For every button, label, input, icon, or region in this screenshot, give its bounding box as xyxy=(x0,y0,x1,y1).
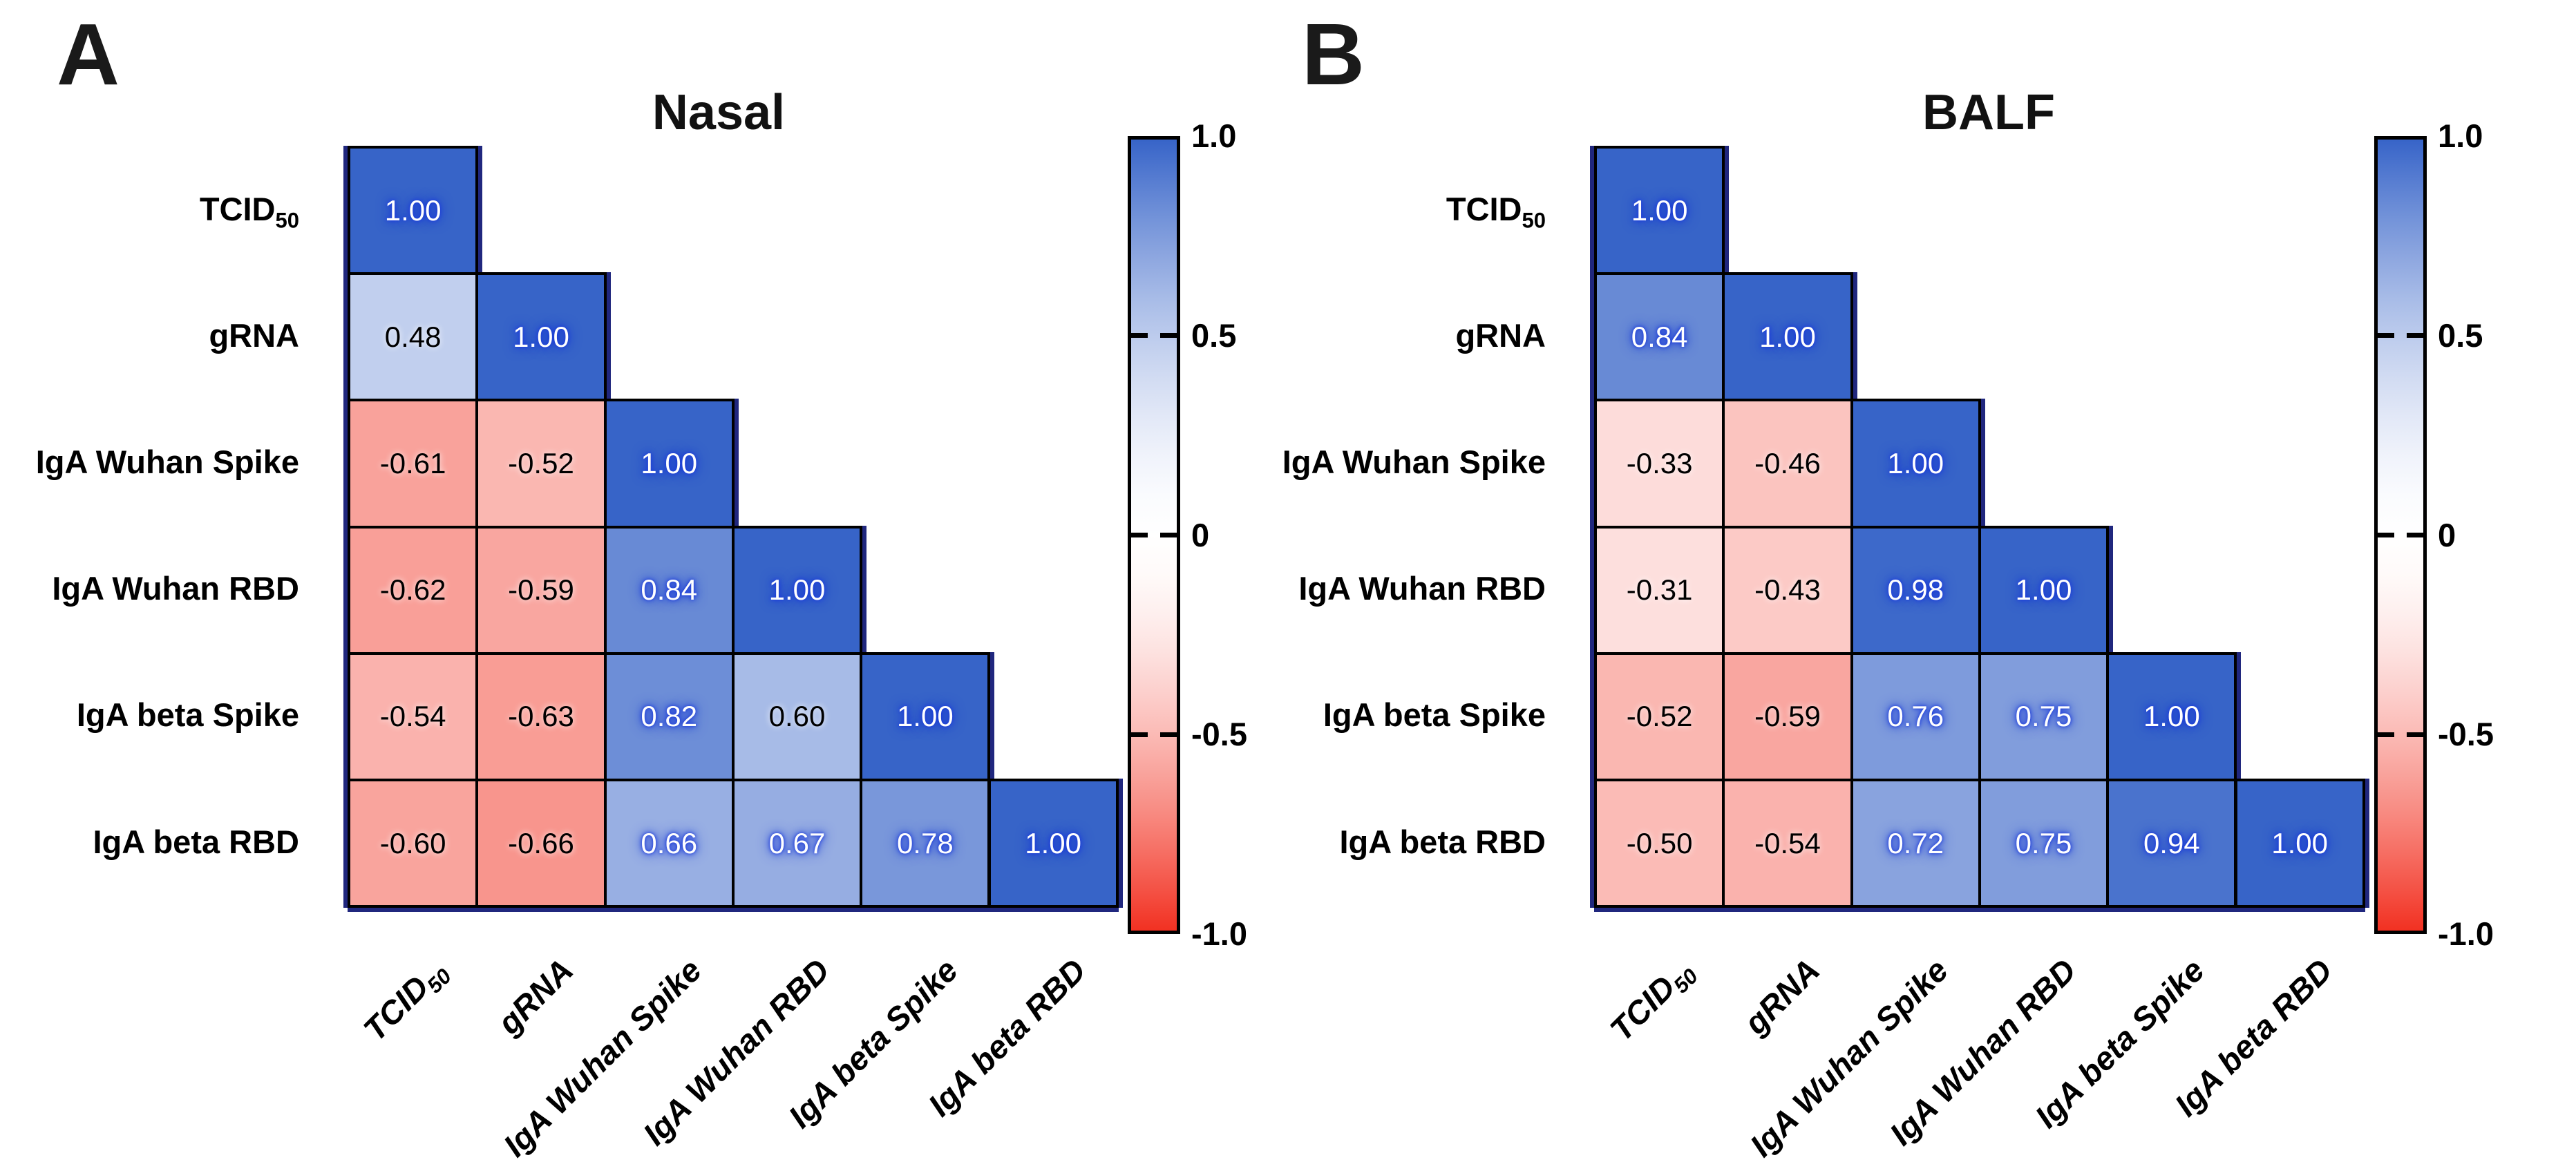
matrix-cell-a-4-0: -0.54 xyxy=(348,651,479,781)
matrix-cell-b-4-0: -0.52 xyxy=(1594,651,1725,781)
colorbar-tick-b-2-right xyxy=(2407,533,2423,537)
row-label-a-3: IgA Wuhan RBD xyxy=(52,570,299,607)
row-label-a-0: TCID50 xyxy=(199,190,299,232)
matrix-cell-b-4-3: 0.75 xyxy=(1978,651,2110,781)
row-label-b-1: gRNA xyxy=(1455,316,1546,354)
matrix-cell-a-5-5: 1.00 xyxy=(987,779,1119,908)
colorbar-tick-a-3-right xyxy=(1160,732,1177,737)
row-label-b-3: IgA Wuhan RBD xyxy=(1298,570,1546,607)
colorbar-tick-a-1-left xyxy=(1131,333,1148,339)
matrix-cell-b-2-2: 1.00 xyxy=(1850,399,1981,529)
col-label-a-0: TCID50 xyxy=(356,964,456,1048)
row-label-b-4: IgA beta Spike xyxy=(1323,696,1546,734)
matrix-cell-a-2-1: -0.52 xyxy=(475,399,607,529)
row-label-a-5: IgA beta RBD xyxy=(93,823,299,860)
matrix-cell-a-5-2: 0.66 xyxy=(603,779,735,908)
matrix-cell-a-2-2: 1.00 xyxy=(603,399,735,529)
colorbar-tick-label-a-0: 1.0 xyxy=(1191,117,1237,154)
col-label-a-1: gRNA xyxy=(490,951,580,1042)
matrix-cell-b-5-4: 0.94 xyxy=(2106,779,2237,908)
matrix-cell-a-4-1: -0.63 xyxy=(475,651,607,781)
matrix-cell-b-5-3: 0.75 xyxy=(1978,779,2110,908)
matrix-cell-a-5-1: -0.66 xyxy=(475,779,607,908)
matrix-cell-b-5-1: -0.54 xyxy=(1722,779,1853,908)
row-label-b-0: TCID50 xyxy=(1446,190,1546,232)
matrix-cell-b-1-1: 1.00 xyxy=(1722,272,1853,402)
colorbar-tick-b-2-left xyxy=(2378,533,2394,537)
matrix-cell-a-5-3: 0.67 xyxy=(731,779,863,908)
colorbar-tick-label-a-3: -0.5 xyxy=(1191,716,1247,753)
matrix-cell-a-3-3: 1.00 xyxy=(731,525,863,655)
matrix-cell-b-3-2: 0.98 xyxy=(1850,525,1981,655)
colorbar-tick-label-a-2: 0 xyxy=(1191,516,1210,553)
matrix-cell-a-4-3: 0.60 xyxy=(731,651,863,781)
matrix-cell-a-4-2: 0.82 xyxy=(603,651,735,781)
colorbar-tick-b-3-left xyxy=(2378,732,2394,737)
matrix-cell-a-2-0: -0.61 xyxy=(348,399,479,529)
colorbar-tick-a-2-right xyxy=(1160,533,1177,537)
matrix-cell-a-3-0: -0.62 xyxy=(348,525,479,655)
row-label-b-5: IgA beta RBD xyxy=(1339,823,1546,860)
matrix-cell-b-3-0: -0.31 xyxy=(1594,525,1725,655)
matrix-cell-b-4-2: 0.76 xyxy=(1850,651,1981,781)
col-label-b-1: gRNA xyxy=(1736,951,1827,1042)
matrix-cell-a-3-1: -0.59 xyxy=(475,525,607,655)
matrix-cell-b-2-0: -0.33 xyxy=(1594,399,1725,529)
matrix-cell-a-1-1: 1.00 xyxy=(475,272,607,402)
panel-letter-a: A xyxy=(57,6,121,103)
row-label-a-1: gRNA xyxy=(209,316,299,354)
col-label-b-0: TCID50 xyxy=(1602,964,1703,1048)
matrix-cell-a-3-2: 0.84 xyxy=(603,525,735,655)
colorbar-tick-a-2-left xyxy=(1131,533,1148,537)
colorbar-tick-b-3-right xyxy=(2407,732,2423,737)
colorbar-tick-label-b-0: 1.0 xyxy=(2438,117,2483,154)
matrix-cell-b-3-1: -0.43 xyxy=(1722,525,1853,655)
matrix-cell-b-2-1: -0.46 xyxy=(1722,399,1853,529)
colorbar-tick-label-a-4: -1.0 xyxy=(1191,915,1247,952)
colorbar-tick-b-1-left xyxy=(2378,333,2394,339)
matrix-cell-b-3-3: 1.00 xyxy=(1978,525,2110,655)
colorbar-tick-label-b-2: 0 xyxy=(2438,516,2456,553)
matrix-cell-b-4-4: 1.00 xyxy=(2106,651,2237,781)
matrix-cell-a-1-0: 0.48 xyxy=(348,272,479,402)
colorbar-tick-label-a-1: 0.5 xyxy=(1191,316,1237,354)
matrix-cell-a-5-0: -0.60 xyxy=(348,779,479,908)
matrix-cell-a-4-4: 1.00 xyxy=(860,651,991,781)
row-label-a-4: IgA beta Spike xyxy=(76,696,299,734)
colorbar-tick-a-3-left xyxy=(1131,732,1148,737)
colorbar-tick-label-b-3: -0.5 xyxy=(2438,716,2494,753)
matrix-cell-a-5-4: 0.78 xyxy=(860,779,991,908)
panel-title-balf: BALF xyxy=(1922,85,2055,140)
row-label-b-2: IgA Wuhan Spike xyxy=(1282,444,1546,480)
colorbar-tick-a-1-right xyxy=(1160,333,1177,339)
matrix-cell-b-1-0: 0.84 xyxy=(1594,272,1725,402)
matrix-cell-b-5-5: 1.00 xyxy=(2234,779,2365,908)
colorbar-tick-b-1-right xyxy=(2407,333,2423,339)
matrix-cell-b-5-0: -0.50 xyxy=(1594,779,1725,908)
panel-title-nasal: Nasal xyxy=(652,85,786,140)
matrix-cell-b-5-2: 0.72 xyxy=(1850,779,1981,908)
matrix-cell-b-0-0: 1.00 xyxy=(1594,146,1725,276)
panel-letter-b: B xyxy=(1302,6,1366,103)
colorbar-tick-label-b-1: 0.5 xyxy=(2438,316,2483,354)
matrix-cell-b-4-1: -0.59 xyxy=(1722,651,1853,781)
matrix-cell-a-0-0: 1.00 xyxy=(348,146,479,276)
colorbar-tick-label-b-4: -1.0 xyxy=(2438,915,2494,952)
row-label-a-2: IgA Wuhan Spike xyxy=(35,444,299,480)
